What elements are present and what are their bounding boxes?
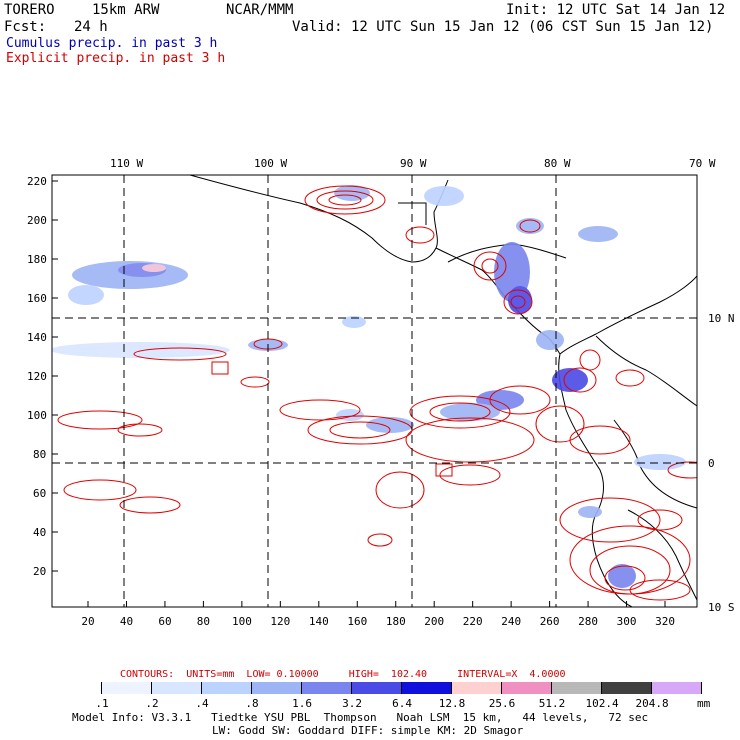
colorbar-unit: mm <box>697 697 711 710</box>
lon-label-100w: 100 W <box>254 157 288 170</box>
colorbar-swatch <box>552 682 602 694</box>
colorbar-label: .1 <box>95 697 109 710</box>
legend-explicit: Explicit precip. in past 3 h <box>6 51 226 66</box>
left-tick-label: 40 <box>33 526 47 539</box>
lat-label-0: 0 <box>708 457 715 470</box>
left-tick-label: 180 <box>27 253 47 266</box>
organization: NCAR/MMM <box>226 2 294 18</box>
lon-label-110w: 110 W <box>110 157 144 170</box>
colorbar-swatch <box>152 682 202 694</box>
left-tick-label: 160 <box>27 292 47 305</box>
bottom-tick-label: 300 <box>616 615 637 628</box>
model-info-line2: LW: Godd SW: Goddard DIFF: simple KM: 2D… <box>212 724 524 737</box>
bottom-tick-label: 60 <box>158 615 172 628</box>
bottom-tick-label: 180 <box>385 615 406 628</box>
left-tick-label: 200 <box>27 214 47 227</box>
colorbar-label: 12.8 <box>438 697 466 710</box>
left-tick-label: 80 <box>33 448 47 461</box>
lon-label-80w: 80 W <box>544 157 571 170</box>
colorbar-swatch <box>402 682 452 694</box>
colorbar-swatch <box>502 682 552 694</box>
lon-label-90w: 90 W <box>400 157 427 170</box>
bottom-tick-label: 200 <box>424 615 445 628</box>
colorbar-label: 3.2 <box>342 697 362 710</box>
left-tick-label: 100 <box>27 409 47 422</box>
left-tick-label: 220 <box>27 175 47 188</box>
colorbar-label: 25.6 <box>488 697 516 710</box>
left-tick-label: 20 <box>33 565 47 578</box>
left-tick-label: 60 <box>33 487 47 500</box>
left-tick-label: 120 <box>27 370 47 383</box>
bottom-tick-label: 320 <box>655 615 675 628</box>
colorbar-label: 102.4 <box>585 697 619 710</box>
explicit-precip-contours <box>57 185 697 601</box>
bottom-tick-label: 40 <box>119 615 134 628</box>
lat-label-10s: 10 S <box>708 601 735 614</box>
bottom-tick-label: 140 <box>308 615 329 628</box>
bottom-tick-label: 20 <box>81 615 95 628</box>
colorbar-swatch <box>352 682 402 694</box>
colorbar-label: .4 <box>195 697 209 710</box>
colorbar-label: 204.8 <box>635 697 669 710</box>
colorbar-label: 6.4 <box>392 697 412 710</box>
forecast-label: Fcst: <box>4 19 47 35</box>
colorbar-label: .8 <box>245 697 259 710</box>
bottom-tick-label: 280 <box>578 615 599 628</box>
colorbar-swatch <box>52 682 102 694</box>
model-info-line1: Model Info: V3.3.1 Tiedtke YSU PBL Thomp… <box>72 711 649 724</box>
lon-label-70w: 70 W <box>689 157 716 170</box>
bottom-tick-label: 80 <box>196 615 211 628</box>
bottom-tick-label: 260 <box>539 615 560 628</box>
bottom-tick-label: 160 <box>347 615 368 628</box>
model-name: TORERO <box>4 2 55 18</box>
colorbar-label: .2 <box>145 697 159 710</box>
colorbar-swatch <box>602 682 652 694</box>
map-frame <box>51 174 698 608</box>
latlon-grid <box>52 175 697 607</box>
init-time: Init: 12 UTC Sat 14 Jan 12 <box>506 2 726 18</box>
colorbar-swatch <box>202 682 252 694</box>
bottom-tick-label: 120 <box>270 615 291 628</box>
colorbar-swatch <box>452 682 502 694</box>
bottom-tick-label: 240 <box>501 615 522 628</box>
left-tick-label: 140 <box>27 331 47 344</box>
contours-info: CONTOURS: UNITS=mm LOW= 0.10000 HIGH= 10… <box>120 669 566 680</box>
forecast-hour: 24 h <box>74 19 108 35</box>
colorbar-swatch <box>252 682 302 694</box>
colorbar-label: 1.6 <box>292 697 312 710</box>
colorbar-swatch <box>102 682 152 694</box>
colorbar-swatch <box>652 682 702 694</box>
colorbar-swatch <box>302 682 352 694</box>
colorbar-label: 51.2 <box>538 697 566 710</box>
cumulus-precip-areas <box>52 185 686 588</box>
legend-cumulus: Cumulus precip. in past 3 h <box>6 36 218 51</box>
bottom-tick-label: 220 <box>462 615 483 628</box>
coastline-mexico <box>189 175 449 263</box>
valid-time: Valid: 12 UTC Sun 15 Jan 12 (06 CST Sun … <box>292 19 714 35</box>
model-resolution: 15km ARW <box>92 2 160 18</box>
lat-label-10n: 10 N <box>708 312 735 325</box>
axis-ticks <box>52 180 666 607</box>
bottom-tick-label: 100 <box>231 615 252 628</box>
